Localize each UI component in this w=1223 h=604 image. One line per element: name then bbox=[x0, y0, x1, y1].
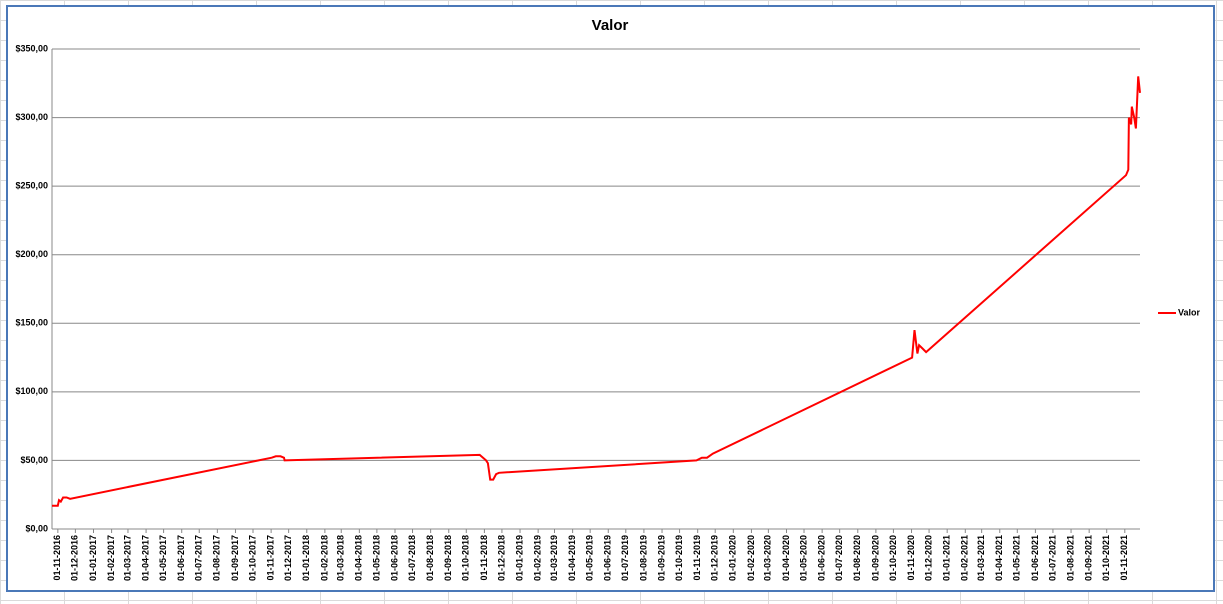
x-tick-label: 01-12-2020 bbox=[923, 535, 933, 581]
x-tick-label: 01-10-2019 bbox=[674, 535, 684, 581]
x-tick-label: 01-09-2021 bbox=[1084, 535, 1094, 581]
y-tick-label: $300,00 bbox=[15, 112, 48, 122]
x-tick-label: 01-12-2018 bbox=[496, 535, 506, 581]
chart-frame bbox=[6, 5, 1215, 592]
x-tick-label: 01-11-2020 bbox=[906, 535, 916, 581]
x-tick-label: 01-05-2019 bbox=[585, 535, 595, 581]
x-tick-label: 01-11-2021 bbox=[1119, 535, 1129, 581]
y-tick-label: $50,00 bbox=[20, 455, 48, 465]
y-tick-label: $250,00 bbox=[15, 181, 48, 191]
x-tick-label: 01-03-2021 bbox=[976, 535, 986, 581]
x-tick-label: 01-01-2017 bbox=[88, 535, 98, 581]
x-tick-label: 01-01-2021 bbox=[942, 535, 952, 581]
x-tick-label: 01-02-2018 bbox=[319, 535, 329, 581]
x-tick-label: 01-09-2020 bbox=[870, 535, 880, 581]
y-tick-label: $200,00 bbox=[15, 249, 48, 259]
x-tick-label: 01-01-2019 bbox=[514, 535, 524, 581]
x-tick-label: 01-12-2019 bbox=[710, 535, 720, 581]
x-tick-label: 01-04-2019 bbox=[567, 535, 577, 581]
x-tick-label: 01-11-2018 bbox=[479, 535, 489, 581]
x-tick-label: 01-07-2017 bbox=[194, 535, 204, 581]
x-tick-label: 01-08-2019 bbox=[638, 535, 648, 581]
x-tick-label: 01-03-2018 bbox=[336, 535, 346, 581]
x-tick-label: 01-07-2021 bbox=[1047, 535, 1057, 581]
x-tick-label: 01-02-2021 bbox=[960, 535, 970, 581]
x-tick-label: 01-07-2020 bbox=[834, 535, 844, 581]
x-tick-label: 01-03-2017 bbox=[122, 535, 132, 581]
x-tick-label: 01-02-2020 bbox=[746, 535, 756, 581]
x-tick-label: 01-04-2017 bbox=[140, 535, 150, 581]
x-tick-label: 01-05-2017 bbox=[158, 535, 168, 581]
x-tick-label: 01-07-2019 bbox=[620, 535, 630, 581]
x-tick-label: 01-08-2020 bbox=[852, 535, 862, 581]
x-tick-label: 01-01-2020 bbox=[728, 535, 738, 581]
x-tick-label: 01-05-2018 bbox=[371, 535, 381, 581]
x-tick-label: 01-10-2020 bbox=[888, 535, 898, 581]
x-tick-label: 01-10-2018 bbox=[461, 535, 471, 581]
x-tick-label: 01-04-2021 bbox=[994, 535, 1004, 581]
y-tick-label: $100,00 bbox=[15, 386, 48, 396]
x-tick-label: 01-11-2017 bbox=[265, 535, 275, 581]
x-tick-label: 01-04-2018 bbox=[354, 535, 364, 581]
x-tick-label: 01-11-2019 bbox=[692, 535, 702, 581]
x-tick-label: 01-08-2021 bbox=[1065, 535, 1075, 581]
x-tick-label: 01-06-2020 bbox=[817, 535, 827, 581]
x-tick-label: 01-06-2019 bbox=[603, 535, 613, 581]
x-tick-label: 01-04-2020 bbox=[781, 535, 791, 581]
x-tick-label: 01-09-2018 bbox=[443, 535, 453, 581]
y-tick-label: $350,00 bbox=[15, 43, 48, 53]
y-tick-label: $150,00 bbox=[15, 318, 48, 328]
x-tick-label: 01-10-2021 bbox=[1101, 535, 1111, 581]
x-tick-label: 01-12-2016 bbox=[70, 535, 80, 581]
x-tick-label: 01-02-2019 bbox=[533, 535, 543, 581]
x-tick-label: 01-06-2021 bbox=[1030, 535, 1040, 581]
y-tick-label: $0,00 bbox=[25, 523, 48, 533]
x-tick-label: 01-07-2018 bbox=[407, 535, 417, 581]
chart-title: Valor bbox=[592, 17, 629, 34]
data-line bbox=[52, 76, 1141, 507]
x-tick-label: 01-01-2018 bbox=[301, 535, 311, 581]
x-tick-label: 01-06-2017 bbox=[176, 535, 186, 581]
x-tick-label: 01-09-2019 bbox=[656, 535, 666, 581]
x-tick-label: 01-08-2017 bbox=[212, 535, 222, 581]
x-tick-label: 01-05-2020 bbox=[798, 535, 808, 581]
x-tick-label: 01-06-2018 bbox=[389, 535, 399, 581]
x-tick-label: 01-10-2017 bbox=[247, 535, 257, 581]
x-tick-label: 01-05-2021 bbox=[1012, 535, 1022, 581]
x-tick-label: 01-03-2019 bbox=[549, 535, 559, 581]
x-tick-label: 01-11-2016 bbox=[52, 535, 62, 581]
x-tick-label: 01-03-2020 bbox=[763, 535, 773, 581]
legend-label: Valor bbox=[1178, 307, 1201, 317]
x-tick-label: 01-12-2017 bbox=[283, 535, 293, 581]
x-tick-label: 01-08-2018 bbox=[425, 535, 435, 581]
x-tick-label: 01-09-2017 bbox=[230, 535, 240, 581]
x-tick-label: 01-02-2017 bbox=[106, 535, 116, 581]
